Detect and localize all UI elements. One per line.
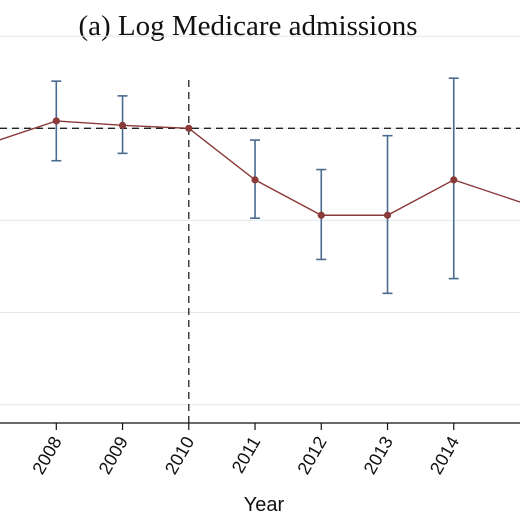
x-tick-label-2011: 2011 (228, 433, 265, 477)
data-point-2010 (185, 124, 193, 132)
data-point-2012 (317, 211, 325, 219)
series-line-group (0, 120, 520, 216)
data-point-2011 (251, 176, 259, 184)
x-tick-label-2009: 2009 (95, 433, 132, 478)
series-line (0, 120, 520, 216)
data-points (52, 117, 458, 219)
x-tick-label-2008: 2008 (28, 433, 65, 478)
chart-title: (a) Log Medicare admissions (78, 10, 417, 42)
x-tick-label-2010: 2010 (161, 433, 198, 478)
plot-area: 2008 2009 2010 2011 2012 2013 2014 (0, 35, 520, 478)
data-point-2013 (383, 211, 392, 219)
data-point-2014 (450, 176, 458, 184)
gridlines (0, 35, 520, 406)
x-tick-label-2012: 2012 (293, 433, 330, 478)
x-axis-title: Year (244, 494, 285, 516)
x-axis-ticks: 2008 2009 2010 2011 2012 2013 2014 (28, 423, 463, 478)
data-point-2008 (52, 117, 60, 125)
data-point-2009 (118, 121, 127, 129)
confidence-intervals (51, 77, 459, 295)
x-tick-label-2013: 2013 (360, 433, 397, 478)
x-tick-label-2014: 2014 (426, 433, 463, 478)
